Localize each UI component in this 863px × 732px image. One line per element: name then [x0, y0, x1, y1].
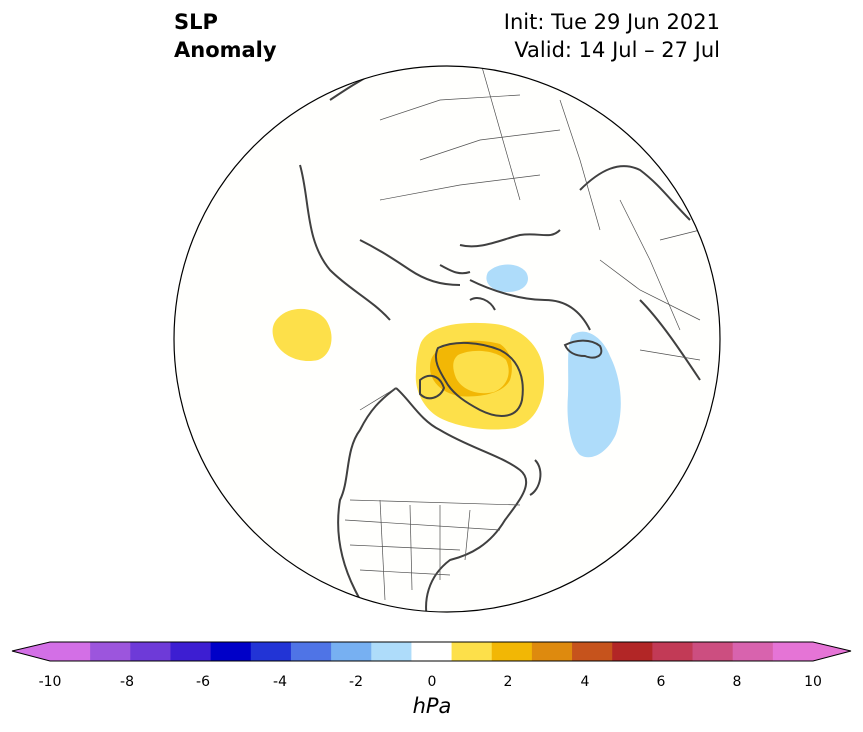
colorbar-bin	[251, 642, 292, 661]
colorbar-bin	[411, 642, 452, 661]
colorbar-bin	[371, 642, 412, 661]
colorbar-max-extension	[813, 642, 851, 661]
colorbar-bin	[652, 642, 693, 661]
colorbar-tick-label: 8	[733, 674, 742, 690]
polar-map	[0, 0, 863, 625]
colorbar-tick-label: 10	[804, 674, 822, 690]
colorbar-tick-label: 6	[657, 674, 666, 690]
colorbar-min-extension	[12, 642, 50, 661]
colorbar-bin	[693, 642, 734, 661]
colorbar-tick-label: 0	[428, 674, 437, 690]
colorbar-bin	[170, 642, 211, 661]
colorbar-bin	[211, 642, 252, 661]
colorbar-bin	[733, 642, 774, 661]
colorbar-bin	[452, 642, 493, 661]
colorbar-tick-label: -6	[196, 674, 210, 690]
colorbar-tick-label: -8	[120, 674, 134, 690]
colorbar-bin	[50, 642, 91, 661]
colorbar-bin	[773, 642, 814, 661]
colorbar-bin	[612, 642, 653, 661]
colorbar-bin	[532, 642, 573, 661]
colorbar-bin	[130, 642, 171, 661]
colorbar-tick-label: 2	[504, 674, 513, 690]
colorbar-bin	[572, 642, 613, 661]
colorbar-bin	[90, 642, 131, 661]
colorbar-bin	[331, 642, 372, 661]
colorbar-bin	[291, 642, 332, 661]
colorbar-tick-label: 4	[581, 674, 590, 690]
colorbar-tick-label: -10	[39, 674, 62, 690]
colorbar-boxes	[50, 642, 814, 661]
colorbar-units: hPa	[413, 694, 452, 718]
colorbar-tick-label: -4	[273, 674, 287, 690]
colorbar	[0, 630, 863, 670]
siberia-negative-anomaly	[486, 265, 528, 293]
colorbar-bin	[492, 642, 533, 661]
colorbar-tick-label: -2	[349, 674, 363, 690]
